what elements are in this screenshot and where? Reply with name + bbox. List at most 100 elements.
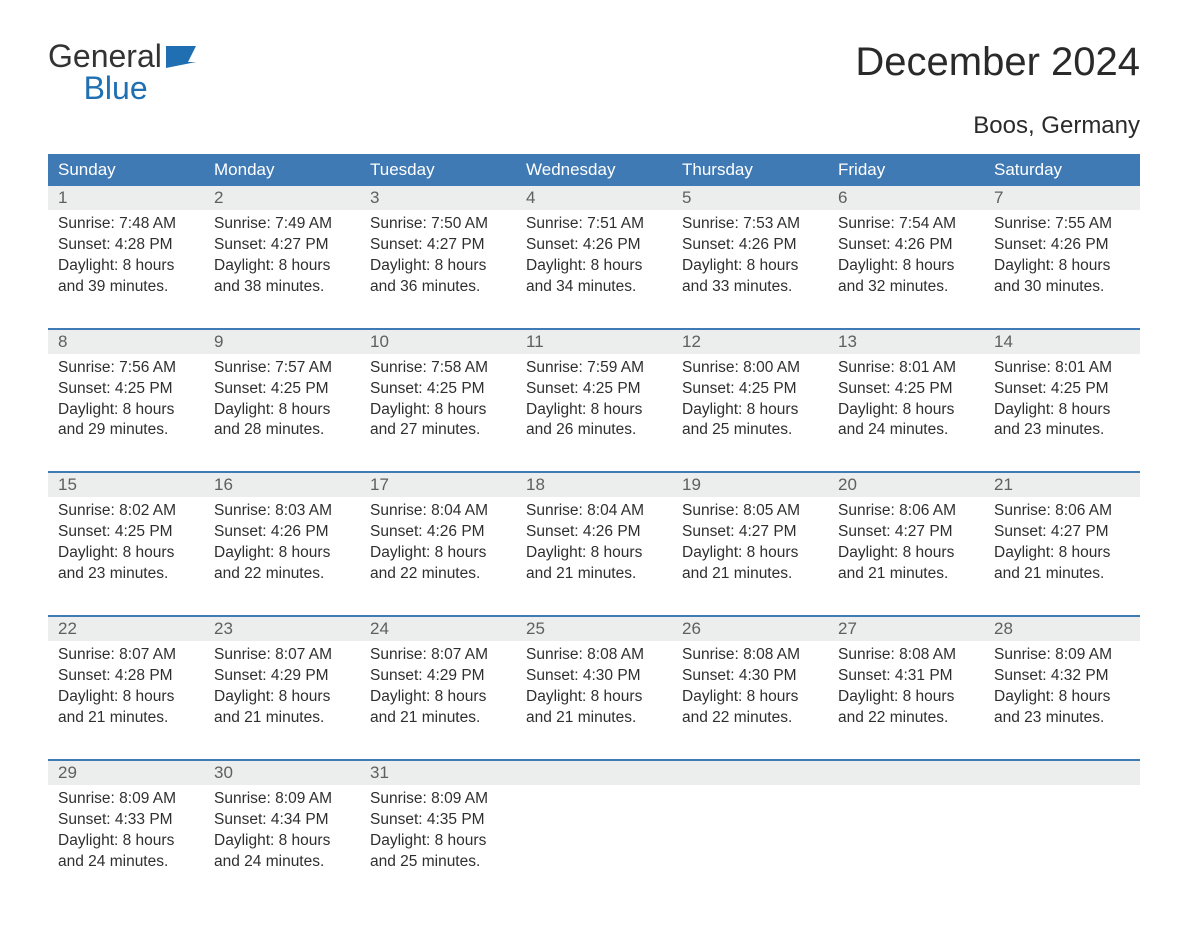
daylight-line: Daylight: 8 hours and 21 minutes. [526,543,662,585]
daylight-value: 8 hours and 21 minutes. [370,688,486,726]
day-cell: Sunrise: 7:55 AMSunset: 4:26 PMDaylight:… [984,210,1140,324]
day-cell: Sunrise: 8:08 AMSunset: 4:31 PMDaylight:… [828,641,984,755]
daylight-value: 8 hours and 24 minutes. [58,832,174,870]
sunset-value: 4:25 PM [115,523,173,540]
sunrise-line: Sunrise: 7:50 AM [370,214,506,235]
day-number: 26 [672,617,828,641]
calendar-week: 891011121314Sunrise: 7:56 AMSunset: 4:25… [48,328,1140,468]
daylight-line: Daylight: 8 hours and 38 minutes. [214,256,350,298]
sunset-line: Sunset: 4:26 PM [994,235,1130,256]
calendar-week: 1234567Sunrise: 7:48 AMSunset: 4:28 PMDa… [48,186,1140,324]
sunrise-value: 8:09 AM [119,790,176,807]
day-number: 18 [516,473,672,497]
sunrise-line: Sunrise: 7:49 AM [214,214,350,235]
day-cell: Sunrise: 7:50 AMSunset: 4:27 PMDaylight:… [360,210,516,324]
weekday-label: Friday [828,154,984,186]
sunset-line: Sunset: 4:32 PM [994,666,1130,687]
daynum-row: 15161718192021 [48,473,1140,497]
sunset-line: Sunset: 4:30 PM [526,666,662,687]
day-number [984,761,1140,785]
daydata-row: Sunrise: 7:56 AMSunset: 4:25 PMDaylight:… [48,354,1140,468]
daydata-row: Sunrise: 8:02 AMSunset: 4:25 PMDaylight:… [48,497,1140,611]
sunrise-line: Sunrise: 8:06 AM [994,501,1130,522]
daydata-row: Sunrise: 8:09 AMSunset: 4:33 PMDaylight:… [48,785,1140,899]
calendar-week: 15161718192021Sunrise: 8:02 AMSunset: 4:… [48,471,1140,611]
day-number: 19 [672,473,828,497]
day-cell [984,785,1140,899]
day-cell: Sunrise: 7:57 AMSunset: 4:25 PMDaylight:… [204,354,360,468]
day-number: 4 [516,186,672,210]
day-number [672,761,828,785]
daylight-line: Daylight: 8 hours and 25 minutes. [370,831,506,873]
daylight-value: 8 hours and 25 minutes. [370,832,486,870]
sunrise-value: 8:03 AM [275,502,332,519]
day-number: 30 [204,761,360,785]
day-number: 21 [984,473,1140,497]
daylight-value: 8 hours and 29 minutes. [58,401,174,439]
day-number: 10 [360,330,516,354]
daylight-value: 8 hours and 34 minutes. [526,257,642,295]
day-cell: Sunrise: 8:09 AMSunset: 4:32 PMDaylight:… [984,641,1140,755]
sunrise-value: 7:57 AM [275,359,332,376]
day-cell [828,785,984,899]
sunset-line: Sunset: 4:26 PM [838,235,974,256]
sunset-value: 4:31 PM [895,667,953,684]
day-cell: Sunrise: 7:59 AMSunset: 4:25 PMDaylight:… [516,354,672,468]
sunset-value: 4:35 PM [427,811,485,828]
daylight-line: Daylight: 8 hours and 23 minutes. [994,687,1130,729]
day-number: 8 [48,330,204,354]
sunrise-line: Sunrise: 8:09 AM [370,789,506,810]
daylight-line: Daylight: 8 hours and 23 minutes. [994,400,1130,442]
sunset-value: 4:26 PM [583,523,641,540]
sunrise-value: 8:05 AM [743,502,800,519]
daylight-value: 8 hours and 21 minutes. [526,688,642,726]
sunset-value: 4:25 PM [739,380,797,397]
daylight-line: Daylight: 8 hours and 34 minutes. [526,256,662,298]
sunset-line: Sunset: 4:26 PM [370,522,506,543]
sunrise-line: Sunrise: 8:00 AM [682,358,818,379]
sunset-line: Sunset: 4:26 PM [526,235,662,256]
day-number: 14 [984,330,1140,354]
day-number: 27 [828,617,984,641]
sunrise-line: Sunrise: 8:08 AM [682,645,818,666]
brand-word1: General [48,38,162,74]
sunset-line: Sunset: 4:28 PM [58,235,194,256]
weekday-label: Sunday [48,154,204,186]
day-number: 31 [360,761,516,785]
day-number: 23 [204,617,360,641]
day-cell: Sunrise: 8:04 AMSunset: 4:26 PMDaylight:… [516,497,672,611]
sunset-line: Sunset: 4:25 PM [214,379,350,400]
sunset-value: 4:27 PM [1051,523,1109,540]
day-cell: Sunrise: 7:56 AMSunset: 4:25 PMDaylight:… [48,354,204,468]
day-cell: Sunrise: 8:02 AMSunset: 4:25 PMDaylight:… [48,497,204,611]
sunrise-line: Sunrise: 7:48 AM [58,214,194,235]
daydata-row: Sunrise: 7:48 AMSunset: 4:28 PM Daylight:… [48,210,1140,324]
sunset-value: 4:28 PM [115,667,173,684]
day-number: 15 [48,473,204,497]
daylight-value: 8 hours and 33 minutes. [682,257,798,295]
sunrise-value: 8:01 AM [899,359,956,376]
day-number: 20 [828,473,984,497]
sunset-line: Sunset: 4:27 PM [838,522,974,543]
daylight-value: 8 hours and 21 minutes. [838,544,954,582]
sunset-value: 4:27 PM [739,523,797,540]
daylight-value: 8 hours and 30 minutes. [994,257,1110,295]
sunset-value: 4:32 PM [1051,667,1109,684]
sunrise-value: 8:00 AM [743,359,800,376]
sunset-line: Sunset: 4:25 PM [58,379,194,400]
sunrise-value: 7:54 AM [899,215,956,232]
sunset-value: 4:33 PM [115,811,173,828]
weekday-label: Tuesday [360,154,516,186]
daylight-line: Daylight: 8 hours and 28 minutes. [214,400,350,442]
daylight-line: Daylight: 8 hours and 36 minutes. [370,256,506,298]
daylight-line: Daylight: 8 hours and 32 minutes. [838,256,974,298]
sunset-value: 4:25 PM [1051,380,1109,397]
sunrise-line: Sunrise: 8:09 AM [58,789,194,810]
sunset-line: Sunset: 4:28 PM [58,666,194,687]
day-cell: Sunrise: 8:06 AMSunset: 4:27 PMDaylight:… [984,497,1140,611]
daylight-line: Daylight: 8 hours and 24 minutes. [838,400,974,442]
day-cell: Sunrise: 8:08 AMSunset: 4:30 PMDaylight:… [516,641,672,755]
sunset-value: 4:26 PM [739,236,797,253]
sunrise-line: Sunrise: 8:07 AM [370,645,506,666]
location-label: Boos, Germany [48,112,1140,140]
